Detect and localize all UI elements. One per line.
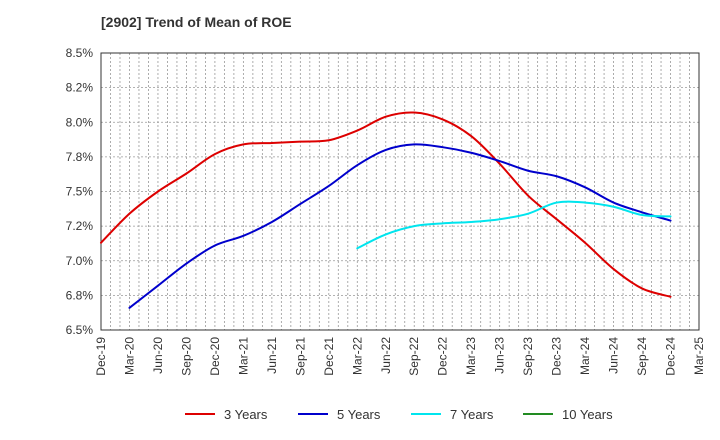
x-tick-label: Jun-23 bbox=[493, 337, 507, 374]
x-tick-label: Sep-23 bbox=[521, 337, 535, 376]
x-tick-label: Mar-20 bbox=[122, 337, 136, 375]
x-tick-label: Dec-22 bbox=[436, 337, 450, 376]
y-tick-label: 7.8% bbox=[66, 150, 94, 164]
x-tick-label: Sep-22 bbox=[407, 337, 421, 376]
y-tick-label: 8.0% bbox=[66, 115, 94, 129]
legend-label: 10 Years bbox=[562, 407, 613, 422]
series-line-5-years bbox=[128, 143, 672, 309]
x-tick-label: Jun-21 bbox=[265, 337, 279, 374]
x-tick-label: Dec-19 bbox=[94, 337, 108, 376]
x-axis-ticks: Dec-19 Mar-20 Jun-20 Sep-20 Dec-20 Mar-21 Jun-… bbox=[94, 337, 706, 376]
x-tick-label: Mar-25 bbox=[692, 337, 706, 375]
x-tick-label: Sep-21 bbox=[293, 337, 307, 376]
x-tick-label: Mar-21 bbox=[236, 337, 250, 375]
chart-title: [2902] Trend of Mean of ROE bbox=[101, 14, 292, 30]
x-tick-label: Jun-20 bbox=[151, 337, 165, 374]
x-tick-label: Mar-23 bbox=[464, 337, 478, 375]
x-tick-label: Sep-20 bbox=[179, 337, 193, 376]
y-tick-label: 7.2% bbox=[66, 219, 94, 233]
plot-frame bbox=[100, 52, 700, 331]
x-tick-label: Dec-20 bbox=[208, 337, 222, 376]
x-tick-label: Mar-24 bbox=[578, 337, 592, 375]
y-tick-label: 6.5% bbox=[66, 323, 94, 337]
legend: 3 Years 5 Years 7 Years 10 Years bbox=[185, 407, 613, 422]
legend-label: 5 Years bbox=[337, 407, 381, 422]
plot-background bbox=[101, 53, 699, 330]
y-tick-label: 8.2% bbox=[66, 81, 94, 95]
x-tick-label: Dec-23 bbox=[550, 337, 564, 376]
series-line-7-years bbox=[356, 200, 672, 250]
y-tick-label: 7.5% bbox=[66, 185, 94, 199]
series-line-3-years bbox=[100, 111, 672, 298]
series-lines bbox=[100, 111, 672, 309]
y-tick-label: 8.5% bbox=[66, 46, 94, 60]
x-tick-label: Dec-21 bbox=[322, 337, 336, 376]
x-tick-label: Sep-24 bbox=[635, 337, 649, 376]
x-tick-label: Mar-22 bbox=[350, 337, 364, 375]
y-tick-label: 6.8% bbox=[66, 288, 94, 302]
y-tick-label: 7.0% bbox=[66, 254, 94, 268]
x-tick-label: Jun-22 bbox=[379, 337, 393, 374]
y-axis-ticks: 6.5% 6.8% 7.0% 7.2% 7.5% 7.8% 8.0% 8.2% 8.5% bbox=[66, 46, 94, 337]
x-tick-label: Jun-24 bbox=[607, 337, 621, 374]
legend-label: 7 Years bbox=[450, 407, 494, 422]
x-tick-label: Dec-24 bbox=[664, 337, 678, 376]
legend-label: 3 Years bbox=[224, 407, 268, 422]
